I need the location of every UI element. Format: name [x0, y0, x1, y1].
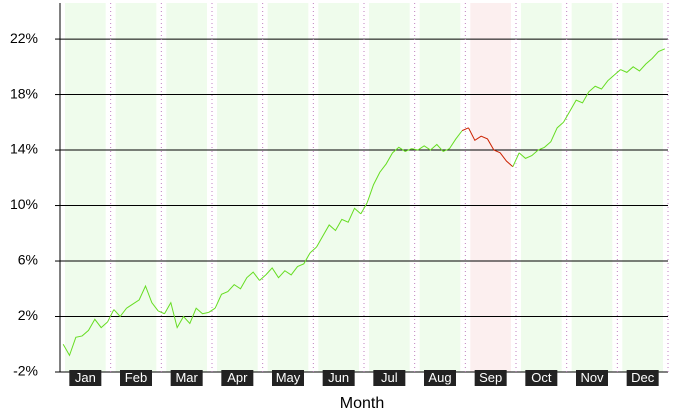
- line-connector: [411, 148, 418, 151]
- x-tick-label: Sep: [479, 370, 502, 385]
- month-label-box: [170, 370, 203, 386]
- y-tick-label: -2%: [13, 363, 38, 379]
- month-band: [318, 3, 359, 372]
- month-band: [622, 3, 663, 372]
- line-connector: [461, 127, 469, 132]
- month-label-box: [272, 370, 304, 386]
- return-line: [468, 127, 514, 168]
- return-line: [214, 271, 260, 309]
- month-band: [419, 3, 461, 372]
- y-tick-label: 6%: [18, 252, 38, 268]
- month-band: [571, 3, 613, 372]
- x-tick-label: Feb: [125, 370, 147, 385]
- y-tick-label: 14%: [10, 141, 38, 157]
- return-line: [265, 252, 311, 279]
- month-band: [267, 3, 309, 372]
- return-line: [164, 301, 209, 329]
- return-line: [417, 130, 463, 153]
- line-connector: [563, 110, 571, 123]
- return-line: [518, 121, 564, 159]
- month-band: [521, 3, 562, 372]
- month-label-box: [474, 370, 507, 386]
- x-tick-label: Dec: [631, 370, 655, 385]
- x-tick-label: May: [276, 370, 301, 385]
- return-line: [62, 318, 108, 357]
- x-axis-label: Month: [340, 395, 384, 412]
- x-tick-label: Jul: [381, 370, 398, 385]
- month-label-box: [69, 370, 102, 386]
- line-connector: [360, 202, 368, 215]
- return-line: [113, 284, 159, 318]
- month-label-box: [525, 370, 558, 386]
- x-tick-label: Oct: [531, 370, 552, 385]
- line-connector: [309, 246, 317, 254]
- month-band: [217, 3, 258, 372]
- x-tick-label: Mar: [175, 370, 198, 385]
- x-tick-label: Aug: [428, 370, 451, 385]
- month-label-box: [424, 370, 456, 386]
- line-connector: [107, 309, 115, 323]
- month-label-box: [120, 370, 152, 386]
- x-tick-label: Apr: [227, 370, 248, 385]
- line-connector: [259, 274, 267, 281]
- line-connector: [208, 307, 216, 313]
- return-line: [316, 207, 362, 248]
- month-label-box: [221, 370, 254, 386]
- return-line: [366, 146, 412, 203]
- month-label-box: [576, 370, 608, 386]
- y-tick-label: 2%: [18, 307, 38, 323]
- x-tick-label: Jun: [328, 370, 349, 385]
- x-tick-label: Nov: [580, 370, 604, 385]
- return-line: [620, 48, 666, 73]
- line-connector: [157, 310, 165, 315]
- line-connector: [512, 152, 520, 167]
- y-tick-label: 18%: [10, 85, 38, 101]
- month-band: [369, 3, 410, 372]
- month-band: [115, 3, 157, 372]
- month-label-box: [626, 370, 659, 386]
- month-label-box: [322, 370, 355, 386]
- month-band: [470, 3, 511, 372]
- y-tick-label: 10%: [10, 196, 38, 212]
- return-line: [569, 74, 615, 112]
- x-tick-label: Jan: [75, 370, 96, 385]
- month-band: [65, 3, 106, 372]
- line-connector: [613, 69, 621, 76]
- month-label-box: [373, 370, 406, 386]
- y-tick-label: 22%: [10, 30, 38, 46]
